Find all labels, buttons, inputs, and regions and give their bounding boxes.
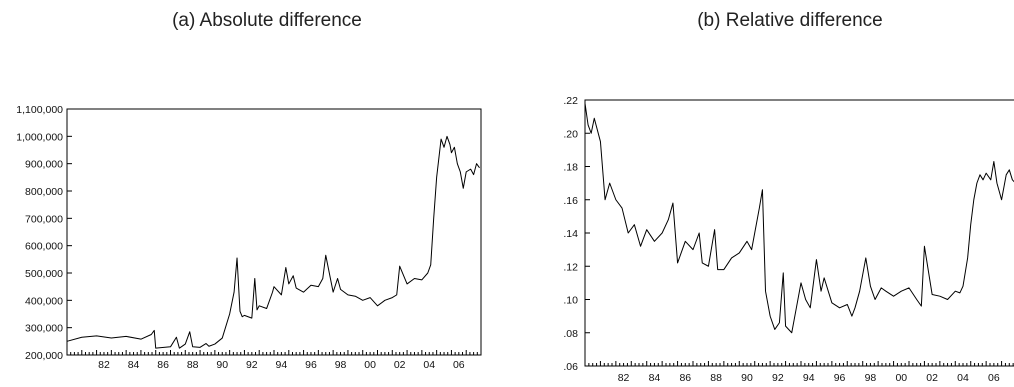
series-line-relative-difference — [584, 103, 1014, 334]
x-axis-b: 82 84 86 88 90 92 94 96 98 00 02 04 06 — [584, 361, 1014, 384]
y-tick-label: .06 — [563, 361, 578, 373]
y-axis-b: .06 .08 .10 .12 .14 .16 .18 .20 .22 — [563, 95, 590, 373]
panel-relative-difference: (b) Relative difference .06 .08 .10 .12 .14.… — [563, 10, 1014, 384]
x-tick-label: 90 — [216, 359, 228, 371]
x-tick-label: 94 — [276, 359, 288, 371]
x-tick-label: 86 — [679, 372, 691, 384]
x-tick-label: 94 — [803, 372, 815, 384]
x-tick-label: 88 — [187, 359, 199, 371]
x-tick-label: 90 — [741, 372, 753, 384]
y-tick-label: 500,000 — [25, 268, 63, 280]
x-tick-label: 98 — [335, 359, 347, 371]
panel-absolute-difference: (a) Absolute difference 200,000 300,000 40… — [16, 10, 482, 371]
y-tick-label: 300,000 — [25, 323, 63, 335]
chart-title-absolute-difference: (a) Absolute difference — [172, 10, 362, 31]
x-tick-label: 06 — [988, 372, 1000, 384]
y-tick-label: .10 — [563, 295, 578, 307]
y-tick-label: .18 — [563, 162, 578, 174]
x-tick-label: 00 — [364, 359, 376, 371]
x-tick-label: 06 — [453, 359, 465, 371]
y-tick-label: .22 — [563, 95, 578, 107]
x-tick-label: 02 — [394, 359, 406, 371]
y-tick-label: 1,000,000 — [16, 131, 63, 143]
y-tick-label: .16 — [563, 195, 578, 207]
x-axis-a: 82 84 86 88 90 92 94 96 98 00 02 04 06 — [66, 350, 482, 371]
x-tick-label: 98 — [865, 372, 877, 384]
y-tick-label: .20 — [563, 128, 578, 140]
y-tick-label: .12 — [563, 261, 578, 273]
x-tick-label: 88 — [710, 372, 722, 384]
x-tick-label: 04 — [423, 359, 435, 371]
x-tick-label: 84 — [128, 359, 140, 371]
x-tick-label: 96 — [834, 372, 846, 384]
x-tick-label: 04 — [957, 372, 969, 384]
y-axis-a: 200,000 300,000 400,000 500,000 600,000 700,0… — [16, 104, 72, 362]
x-tick-label: 00 — [895, 372, 907, 384]
x-tick-label: 92 — [246, 359, 258, 371]
y-tick-label: 600,000 — [25, 241, 63, 253]
x-tick-label: 02 — [926, 372, 938, 384]
plot-frame-a — [66, 108, 482, 356]
y-tick-label: 1,100,000 — [16, 104, 63, 116]
x-tick-label: 92 — [772, 372, 784, 384]
series-line-absolute-difference — [66, 135, 480, 349]
x-tick-label: 84 — [649, 372, 661, 384]
x-tick-label: 86 — [157, 359, 169, 371]
x-tick-label: 82 — [98, 359, 110, 371]
y-tick-label: 900,000 — [25, 159, 63, 171]
y-tick-label: 800,000 — [25, 186, 63, 198]
chart-title-relative-difference: (b) Relative difference — [697, 10, 883, 31]
y-tick-label: 200,000 — [25, 350, 63, 362]
y-tick-label: 400,000 — [25, 295, 63, 307]
x-tick-label: 82 — [618, 372, 630, 384]
y-tick-label: .14 — [563, 228, 578, 240]
y-tick-label: 700,000 — [25, 213, 63, 225]
y-tick-label: .08 — [563, 328, 578, 340]
x-tick-label: 96 — [305, 359, 317, 371]
